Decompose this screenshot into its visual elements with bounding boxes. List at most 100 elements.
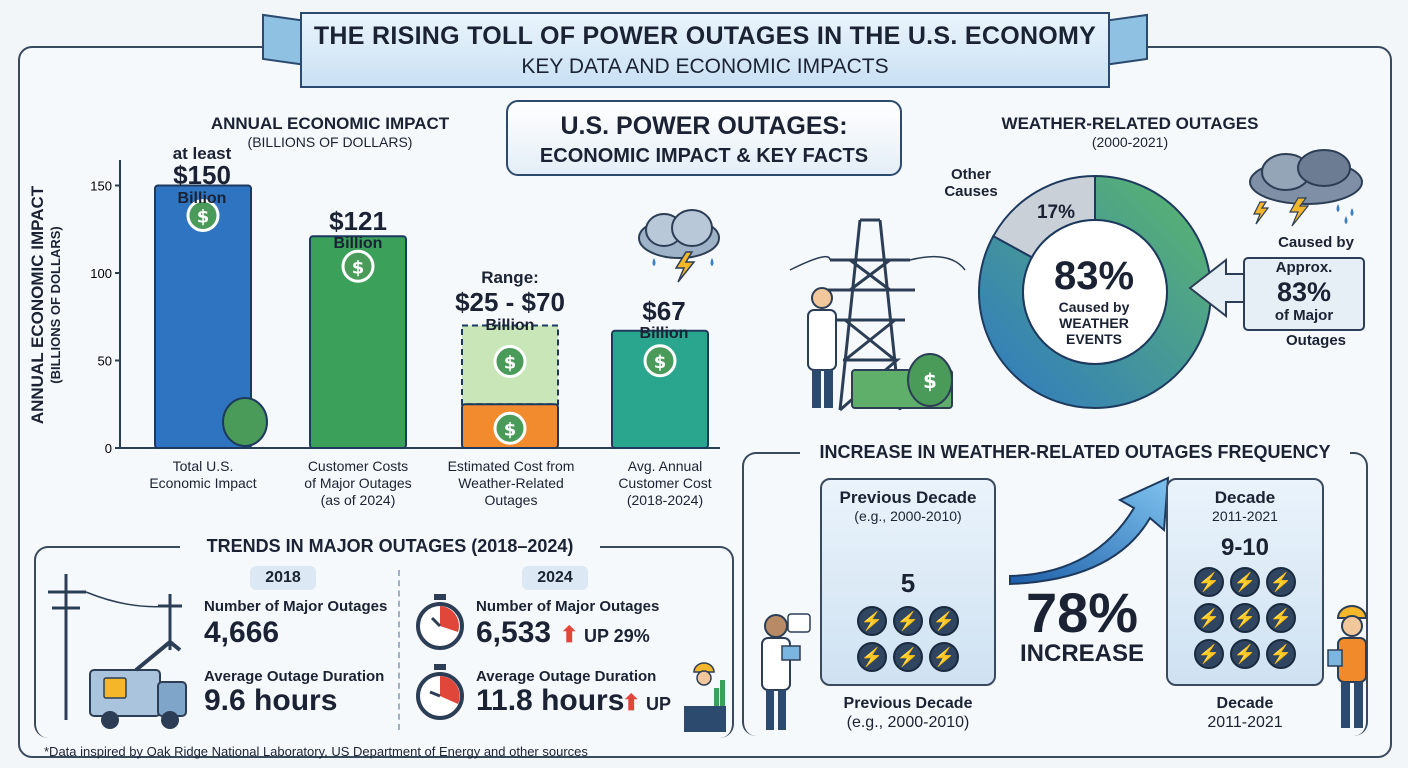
y-tick-label: 150 <box>90 179 112 194</box>
bar-chart-title: ANNUAL ECONOMIC IMPACT <box>210 114 450 133</box>
utility-truck-illustration <box>48 574 187 729</box>
duration-2018-value: 9.6 hours <box>204 684 338 717</box>
center-title-line2: ECONOMIC IMPACT & KEY FACTS <box>539 145 869 167</box>
category-label-3-line2: Weather-Related <box>458 475 564 491</box>
bar1-unit-label: Billion <box>177 190 227 207</box>
num-outages-2018-value: 4,666 <box>204 616 280 649</box>
bar-customer-costs <box>309 235 407 449</box>
category-label-1: Total U.S. Economic Impact <box>128 458 278 492</box>
category-label-2-line2: of Major Outages <box>304 475 412 491</box>
increase-percent: 78% <box>1025 581 1139 644</box>
dollar-coin-icon-symbol: $ <box>504 419 517 440</box>
dollar-coin-icon <box>341 249 375 283</box>
y-axis-label-line1: ANNUAL ECONOMIC IMPACT <box>28 185 47 425</box>
category-label-3: Estimated Cost from Weather-Related Outa… <box>432 458 590 509</box>
up-arrow-icon: ⬆ <box>560 622 579 647</box>
bar-chart: 0 50 100 150 $ $ $ $ $ <box>90 160 720 456</box>
side-callout-percent: 83% <box>1276 277 1332 307</box>
y-tick-label: 50 <box>98 354 112 369</box>
dollar-coin-icon-symbol: $ <box>654 352 667 373</box>
lightning-bolt-icon: ⚡ <box>1230 567 1260 597</box>
lightning-bolt-icon: ⚡ <box>1266 639 1296 669</box>
category-label-4: Avg. Annual Customer Cost (2018-2024) <box>590 458 740 509</box>
lightning-bolt-icon: ⚡ <box>893 642 923 672</box>
category-label-2-line3: (as of 2024) <box>320 492 396 508</box>
donut-center-label: 83% Caused by WEATHER EVENTS <box>1030 254 1158 384</box>
other-causes-line1: Other <box>950 166 991 183</box>
lightning-bolt-icon: ⚡ <box>1194 639 1224 669</box>
bar4-unit-label: Billion <box>639 325 689 342</box>
lightning-bolt-icon: ⚡ <box>1194 567 1224 597</box>
dollar-coin-icon <box>493 345 527 378</box>
donut-center-line1: Caused by <box>1058 299 1130 315</box>
storm-cloud-icon <box>638 209 720 283</box>
weather-subtitle: (2000-2021) <box>1091 134 1169 150</box>
side-callout-text: Approx. 83% of Major <box>1244 258 1364 326</box>
scientist-illustration <box>761 613 811 730</box>
previous-decade-value: 5 <box>900 568 916 598</box>
lightning-bolt-icon: ⚡ <box>1194 603 1224 633</box>
bottom-right-decade-label: Decade 2011-2021 <box>1166 694 1324 732</box>
num-outages-2024-value: 6,533 <box>476 616 552 649</box>
lightning-bolt-icon: ⚡ <box>1266 567 1296 597</box>
lightning-bolt-icon: ⚡ <box>893 606 923 636</box>
bar1-pre-label: at least <box>172 144 232 163</box>
trends-title: TRENDS IN MAJOR OUTAGES (2018–2024) <box>180 536 600 557</box>
lightning-bolt-icon: ⚡ <box>1230 603 1260 633</box>
category-label-3-line1: Estimated Cost from <box>447 458 575 474</box>
previous-decade-box: Previous Decade (e.g., 2000-2010) 5 ⚡ ⚡ ⚡ … <box>820 478 996 686</box>
recent-decade-bolts: ⚡ ⚡ ⚡ ⚡ ⚡ ⚡ ⚡ ⚡ ⚡ <box>1168 564 1322 672</box>
recent-decade-title: Decade <box>1214 488 1276 507</box>
category-label-2-line1: Customer Costs <box>307 458 409 474</box>
weather-donut-chart <box>978 174 1212 409</box>
lightning-bolt-icon: ⚡ <box>1230 639 1260 669</box>
dollar-coin-icon <box>186 199 220 232</box>
recent-decade-value: 9-10 <box>1220 534 1270 561</box>
y-axis-label: ANNUAL ECONOMIC IMPACT (BILLIONS OF DOLL… <box>28 170 63 440</box>
power-tower-illustration: $ <box>789 218 966 412</box>
frequency-title: INCREASE IN WEATHER-RELATED OUTAGES FREQ… <box>800 442 1350 463</box>
bar-avg-annual-customer-cost <box>611 329 709 449</box>
previous-decade-subtitle: (e.g., 2000-2010) <box>854 508 962 524</box>
bar2-unit-label: Billion <box>333 235 383 252</box>
bottom-left-decade-line1: Previous Decade <box>843 695 973 712</box>
increase-arrow-icon <box>1009 476 1170 586</box>
duration-2024-value: 11.8 hours <box>476 684 625 717</box>
dollar-coin-icon <box>493 411 527 445</box>
other-causes-label: Other Causes <box>936 166 1006 200</box>
other-causes-percent: 17% <box>1036 202 1076 223</box>
y-axis-label-line2: (BILLIONS OF DOLLARS) <box>48 226 63 384</box>
center-title-box: U.S. POWER OUTAGES: ECONOMIC IMPACT & KE… <box>506 100 902 176</box>
donut-center-percent: 83% <box>1053 254 1135 298</box>
donut-center-hole <box>1022 219 1168 365</box>
donut-center-line2: WEATHER <box>1059 315 1129 331</box>
category-label-4-line2: Customer Cost <box>618 475 712 491</box>
stopwatch-icon <box>416 594 464 650</box>
previous-decade-title: Previous Decade <box>839 488 977 507</box>
side-caused-by-label: Caused by <box>1278 234 1354 251</box>
worker-chart-icon <box>684 662 726 732</box>
category-label-2: Customer Costs of Major Outages (as of 2… <box>283 458 433 509</box>
duration-2018-label: Average Outage Duration <box>204 668 385 685</box>
lightning-bolt-icon: ⚡ <box>857 642 887 672</box>
bar-chart-subtitle: (BILLIONS OF DOLLARS) <box>247 134 413 150</box>
rain-cloud-icon <box>1249 149 1363 227</box>
y-tick-label: 100 <box>90 266 112 281</box>
recent-decade-box: Decade 2011-2021 9-10 ⚡ ⚡ ⚡ ⚡ ⚡ ⚡ ⚡ ⚡ ⚡ <box>1166 478 1324 686</box>
dollar-coin-icon <box>643 344 677 378</box>
year-2024-tag: 2024 <box>522 566 588 590</box>
worker-illustration <box>1327 605 1368 728</box>
num-outages-2018-label: Number of Major Outages <box>204 598 388 615</box>
trends-divider <box>398 570 400 730</box>
duration-change: UP <box>646 694 672 714</box>
y-tick-label: 0 <box>105 441 112 456</box>
category-label-1-line1: Total U.S. <box>172 458 234 474</box>
lightning-bolt-icon: ⚡ <box>1266 603 1296 633</box>
center-title-line1: U.S. POWER OUTAGES: <box>560 112 848 140</box>
category-label-3-line3: Outages <box>484 492 538 508</box>
lightning-bolt-icon: ⚡ <box>929 606 959 636</box>
bottom-left-decade-label: Previous Decade (e.g., 2000-2010) <box>810 694 1006 732</box>
lightning-bolt-icon: ⚡ <box>857 606 887 636</box>
bottom-left-decade-line2: (e.g., 2000-2010) <box>846 714 970 731</box>
category-label-4-line1: Avg. Annual <box>627 458 703 474</box>
